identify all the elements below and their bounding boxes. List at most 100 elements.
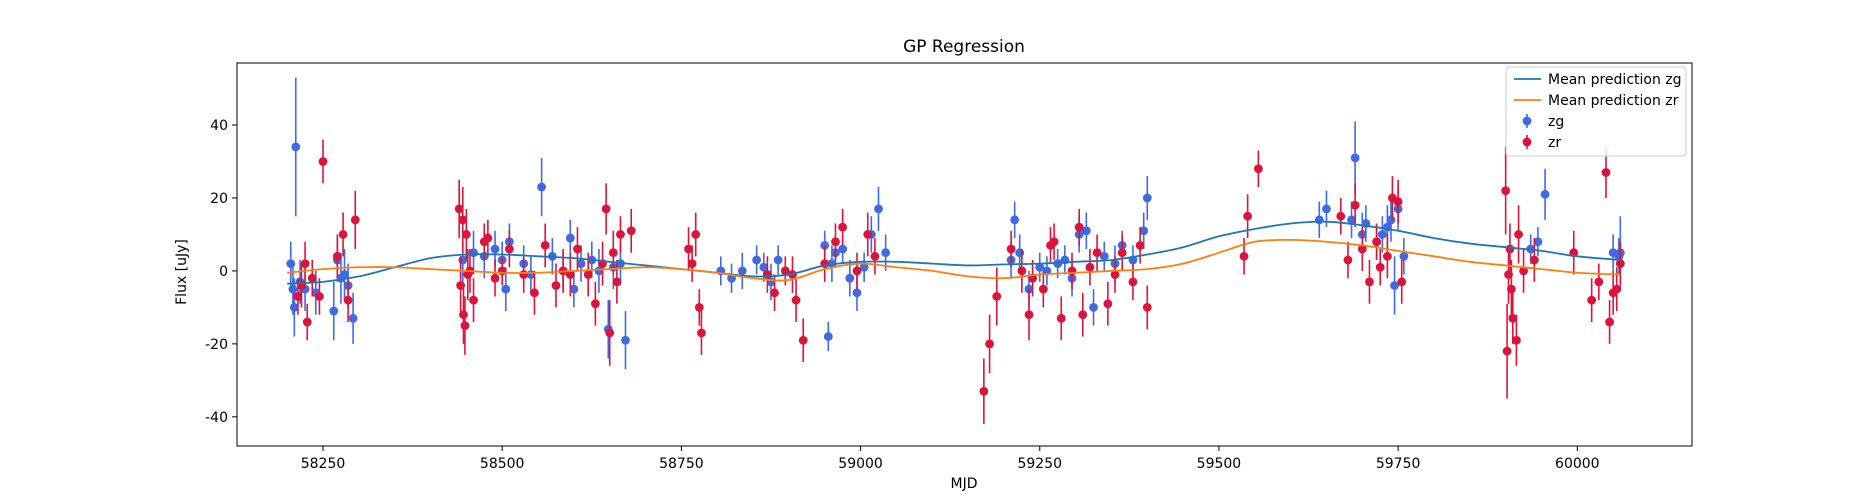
- data-point: [537, 182, 547, 192]
- mean-prediction-line: [287, 238, 1621, 282]
- x-axis-label: MJD: [951, 476, 978, 492]
- legend-label: zg: [1548, 114, 1564, 130]
- data-point: [838, 244, 848, 254]
- data-point: [1501, 186, 1511, 196]
- x-axis: 58250 58500 58750 59000 59250 59500 59750 60000: [301, 446, 1600, 472]
- data-point: [1382, 251, 1392, 261]
- data-point: [1601, 168, 1611, 177]
- y-axis-label: Flux [uJy]: [174, 239, 190, 305]
- data-point: [291, 142, 301, 152]
- data-point: [1049, 237, 1059, 247]
- data-point: [329, 306, 339, 316]
- data-point: [874, 204, 883, 214]
- data-point: [697, 328, 706, 338]
- data-point: [315, 292, 324, 301]
- data-point: [985, 339, 994, 349]
- data-point: [307, 273, 317, 283]
- data-point: [573, 244, 582, 254]
- data-point: [1393, 197, 1403, 207]
- data-point: [1092, 248, 1102, 258]
- data-point: [583, 270, 593, 279]
- data-point: [1142, 193, 1152, 203]
- y-tick-label: 40: [210, 118, 228, 134]
- data-point: [1511, 335, 1521, 345]
- data-point: [1505, 244, 1515, 254]
- data-point: [694, 302, 704, 312]
- data-point: [1350, 200, 1360, 210]
- x-tick-label: 60000: [1555, 456, 1600, 472]
- data-point: [687, 259, 697, 269]
- data-point: [338, 230, 348, 239]
- data-point: [1357, 244, 1367, 254]
- data-point: [1612, 284, 1622, 294]
- data-point: [497, 266, 507, 276]
- data-point: [1343, 255, 1353, 265]
- data-point: [1015, 248, 1025, 258]
- data-point: [780, 266, 790, 276]
- data-point: [1350, 153, 1360, 163]
- data-point: [530, 288, 539, 298]
- mean-prediction-line: [287, 220, 1621, 285]
- data-point: [1243, 211, 1253, 221]
- data-point: [1375, 262, 1385, 272]
- data-point: [852, 266, 862, 276]
- plot-frame: [236, 62, 1693, 447]
- data-point: [318, 157, 328, 166]
- data-point: [1253, 164, 1263, 174]
- data-point: [1038, 284, 1048, 294]
- data-point: [569, 284, 579, 294]
- data-point: [1514, 230, 1523, 239]
- data-point: [469, 295, 478, 305]
- data-point: [979, 386, 989, 396]
- data-point: [1010, 215, 1020, 225]
- data-point: [870, 251, 880, 261]
- data-point: [490, 244, 500, 254]
- data-point: [565, 270, 575, 279]
- x-tick-label: 59250: [1017, 456, 1062, 472]
- data-point: [1506, 284, 1516, 294]
- data-point: [838, 222, 848, 232]
- data-point: [737, 266, 747, 276]
- data-point: [1239, 251, 1249, 261]
- data-point: [1605, 317, 1614, 327]
- data-point: [823, 332, 833, 341]
- legend: Mean prediction zg Mean prediction zr zg zr: [1505, 66, 1687, 157]
- x-tick-label: 59000: [838, 456, 883, 472]
- data-point: [1067, 266, 1077, 276]
- data-point: [759, 262, 769, 272]
- data-point: [791, 295, 801, 305]
- data-point: [490, 273, 500, 283]
- data-point: [1508, 313, 1518, 323]
- x-tick-label: 58250: [301, 456, 346, 472]
- data-point: [1347, 215, 1356, 225]
- data-point: [1386, 215, 1396, 225]
- series-zr: [293, 139, 1625, 425]
- data-point: [612, 277, 622, 287]
- data-point: [300, 259, 310, 269]
- data-point: [519, 270, 529, 279]
- data-point: [762, 270, 772, 279]
- legend-label: Mean prediction zg: [1548, 72, 1682, 88]
- data-point: [1078, 310, 1088, 320]
- data-point: [576, 259, 586, 269]
- data-point: [459, 310, 468, 320]
- data-point: [1135, 240, 1145, 250]
- x-tick-label: 58750: [659, 456, 704, 472]
- data-point: [608, 248, 618, 258]
- x-tick-label: 59750: [1376, 456, 1421, 472]
- data-point: [601, 204, 611, 214]
- data-point: [590, 299, 600, 309]
- data-point: [1336, 211, 1346, 221]
- data-point: [616, 230, 625, 239]
- data-point: [1594, 277, 1604, 287]
- data-point: [1117, 248, 1127, 258]
- y-tick-label: -40: [205, 410, 228, 426]
- data-point: [845, 273, 855, 283]
- data-point: [340, 270, 349, 279]
- data-point: [1519, 266, 1528, 276]
- data-point: [770, 288, 779, 298]
- data-point: [1377, 230, 1387, 239]
- data-point: [501, 284, 511, 294]
- data-point: [1081, 226, 1091, 236]
